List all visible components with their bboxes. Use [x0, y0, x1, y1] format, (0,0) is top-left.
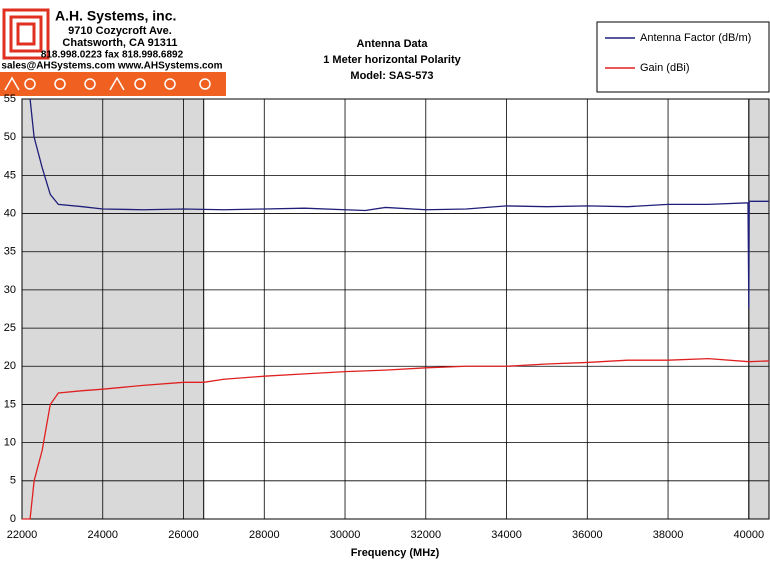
title-line: Model: SAS-573	[350, 70, 433, 82]
x-axis-label: Frequency (MHz)	[351, 547, 440, 559]
data-line	[22, 357, 770, 520]
x-tick-label: 24000	[87, 529, 118, 541]
phone: 818.998.0223 fax 818.998.6892	[41, 50, 184, 61]
y-tick-label: 50	[4, 131, 16, 143]
y-tick-label: 30	[4, 284, 16, 296]
y-tick-label: 40	[4, 207, 16, 219]
y-tick-label: 20	[4, 360, 16, 372]
x-tick-label: 40000	[734, 529, 765, 541]
shaded-region	[21, 98, 205, 520]
data-line	[29, 98, 769, 309]
legend-label: Antenna Factor (dB/m)	[640, 32, 751, 44]
y-tick-label: 35	[4, 246, 16, 258]
plot-border	[21, 98, 770, 520]
y-tick-label: 25	[4, 322, 16, 334]
x-tick-label: 30000	[330, 529, 361, 541]
x-tick-label: 22000	[7, 529, 38, 541]
y-tick-label: 55	[4, 93, 16, 105]
shaded-region	[748, 98, 770, 520]
y-tick-label: 10	[4, 437, 16, 449]
title-line: Antenna Data	[357, 38, 429, 50]
logo	[0, 8, 226, 96]
x-tick-label: 32000	[410, 529, 441, 541]
title-line: 1 Meter horizontal Polarity	[323, 54, 461, 66]
x-tick-label: 28000	[249, 529, 280, 541]
city: Chatsworth, CA 91311	[62, 37, 177, 49]
web: sales@AHSystems.com www.AHSystems.com	[1, 61, 222, 72]
x-tick-label: 34000	[491, 529, 522, 541]
legend	[596, 21, 770, 93]
legend-label: Gain (dBi)	[640, 62, 690, 74]
y-tick-label: 15	[4, 398, 16, 410]
address: 9710 Cozycroft Ave.	[68, 25, 172, 37]
x-tick-label: 38000	[653, 529, 684, 541]
company: A.H. Systems, inc.	[55, 8, 176, 24]
y-tick-label: 0	[10, 513, 16, 525]
x-tick-label: 26000	[168, 529, 199, 541]
y-tick-label: 5	[10, 475, 16, 487]
x-tick-label: 36000	[572, 529, 603, 541]
y-tick-label: 45	[4, 169, 16, 181]
